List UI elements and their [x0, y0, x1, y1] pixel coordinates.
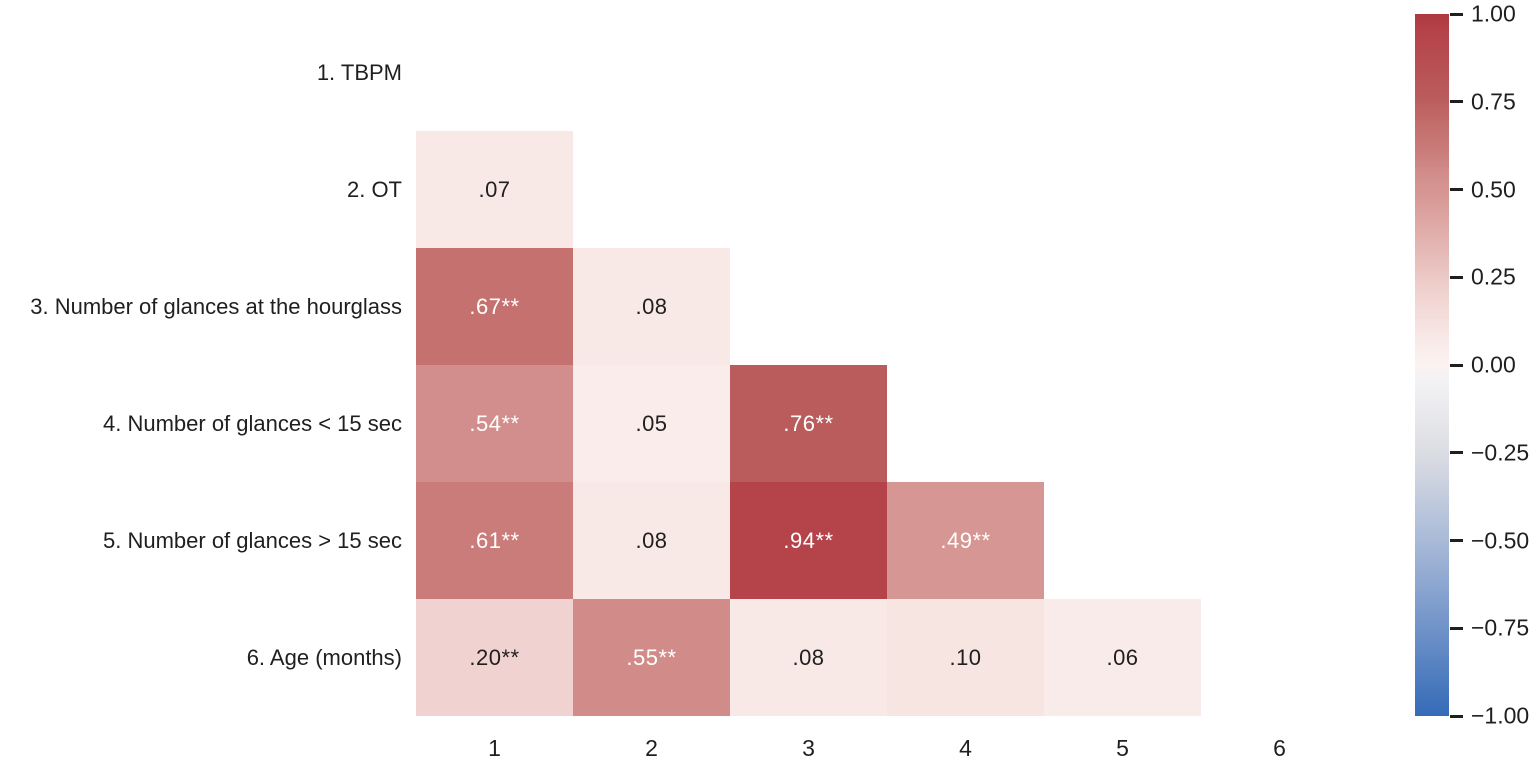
cell-value: .76**: [783, 410, 834, 436]
cell-value: .67**: [469, 293, 520, 319]
heatmap-cell-r6c5: .06: [1044, 599, 1201, 716]
y-tick-label: 6. Age (months): [246, 644, 402, 670]
heatmap-cell-r5c2: .08: [573, 482, 730, 599]
colorbar-tick-label: 0.00: [1471, 351, 1516, 378]
cell-value: .10: [949, 644, 982, 670]
colorbar-tick-mark: [1450, 12, 1463, 16]
colorbar-tick-mark: [1450, 100, 1463, 104]
cell-value: .94**: [783, 527, 834, 553]
colorbar-tick-mark: [1450, 626, 1463, 630]
y-tick-label: 1. TBPM: [316, 59, 402, 85]
x-tick-label: 4: [959, 735, 972, 761]
cell-value: .06: [1106, 644, 1139, 670]
colorbar-tick-mark: [1450, 188, 1463, 191]
y-tick-label: 5. Number of glances > 15 sec: [103, 527, 402, 553]
heatmap-cell-r3c1: .67**: [416, 248, 573, 365]
colorbar-tick-mark: [1450, 714, 1463, 718]
x-tick-label: 5: [1116, 735, 1129, 761]
colorbar-gradient: [1415, 14, 1449, 716]
x-tick-label: 2: [645, 735, 658, 761]
cell-value: .08: [635, 293, 668, 319]
cell-value: .61**: [469, 527, 520, 553]
colorbar-tick-label: −0.50: [1471, 527, 1530, 553]
colorbar-tick-mark: [1450, 363, 1463, 367]
colorbar-tick-label: 0.50: [1471, 176, 1516, 202]
y-tick-label: 2. OT: [346, 176, 402, 202]
cell-value: .54**: [469, 410, 520, 436]
cell-value: .08: [635, 527, 668, 553]
cell-value: .05: [635, 410, 668, 436]
colorbar-tick-mark: [1450, 275, 1463, 279]
heatmap-cell-r4c1: .54**: [416, 365, 573, 482]
colorbar-tick-label: 0.25: [1471, 263, 1516, 290]
x-tick-label: 1: [488, 735, 501, 761]
heatmap-cell-r5c3: .94**: [730, 482, 887, 599]
x-tick-label: 3: [802, 735, 815, 761]
y-tick-label: 4. Number of glances < 15 sec: [103, 410, 402, 436]
heatmap-cell-r2c1: .07: [416, 131, 573, 248]
cell-value: .55**: [626, 644, 677, 670]
colorbar-tick-label: 1.00: [1471, 0, 1516, 27]
colorbar-tick-label: −0.75: [1471, 614, 1530, 641]
cell-value: .49**: [940, 527, 991, 553]
cell-value: .07: [478, 176, 511, 202]
heatmap-cell-r6c3: .08: [730, 599, 887, 716]
heatmap-cell-r4c2: .05: [573, 365, 730, 482]
colorbar-tick-label: 0.75: [1471, 88, 1516, 115]
heatmap-cell-r6c4: .10: [887, 599, 1044, 716]
colorbar-tick-mark: [1450, 539, 1463, 542]
heatmap-cell-r3c2: .08: [573, 248, 730, 365]
heatmap-cell-r5c4: .49**: [887, 482, 1044, 599]
heatmap-cell-r6c1: .20**: [416, 599, 573, 716]
heatmap-cell-r5c1: .61**: [416, 482, 573, 599]
x-tick-label: 6: [1273, 735, 1286, 761]
colorbar-tick-mark: [1450, 451, 1463, 455]
cell-value: .20**: [469, 644, 520, 670]
colorbar-tick-label: −0.25: [1471, 439, 1530, 466]
heatmap-cell-r4c3: .76**: [730, 365, 887, 482]
y-tick-label: 3. Number of glances at the hourglass: [30, 293, 402, 319]
heatmap-cell-r6c2: .55**: [573, 599, 730, 716]
cell-value: .08: [792, 644, 825, 670]
colorbar-tick-label: −1.00: [1471, 702, 1530, 729]
